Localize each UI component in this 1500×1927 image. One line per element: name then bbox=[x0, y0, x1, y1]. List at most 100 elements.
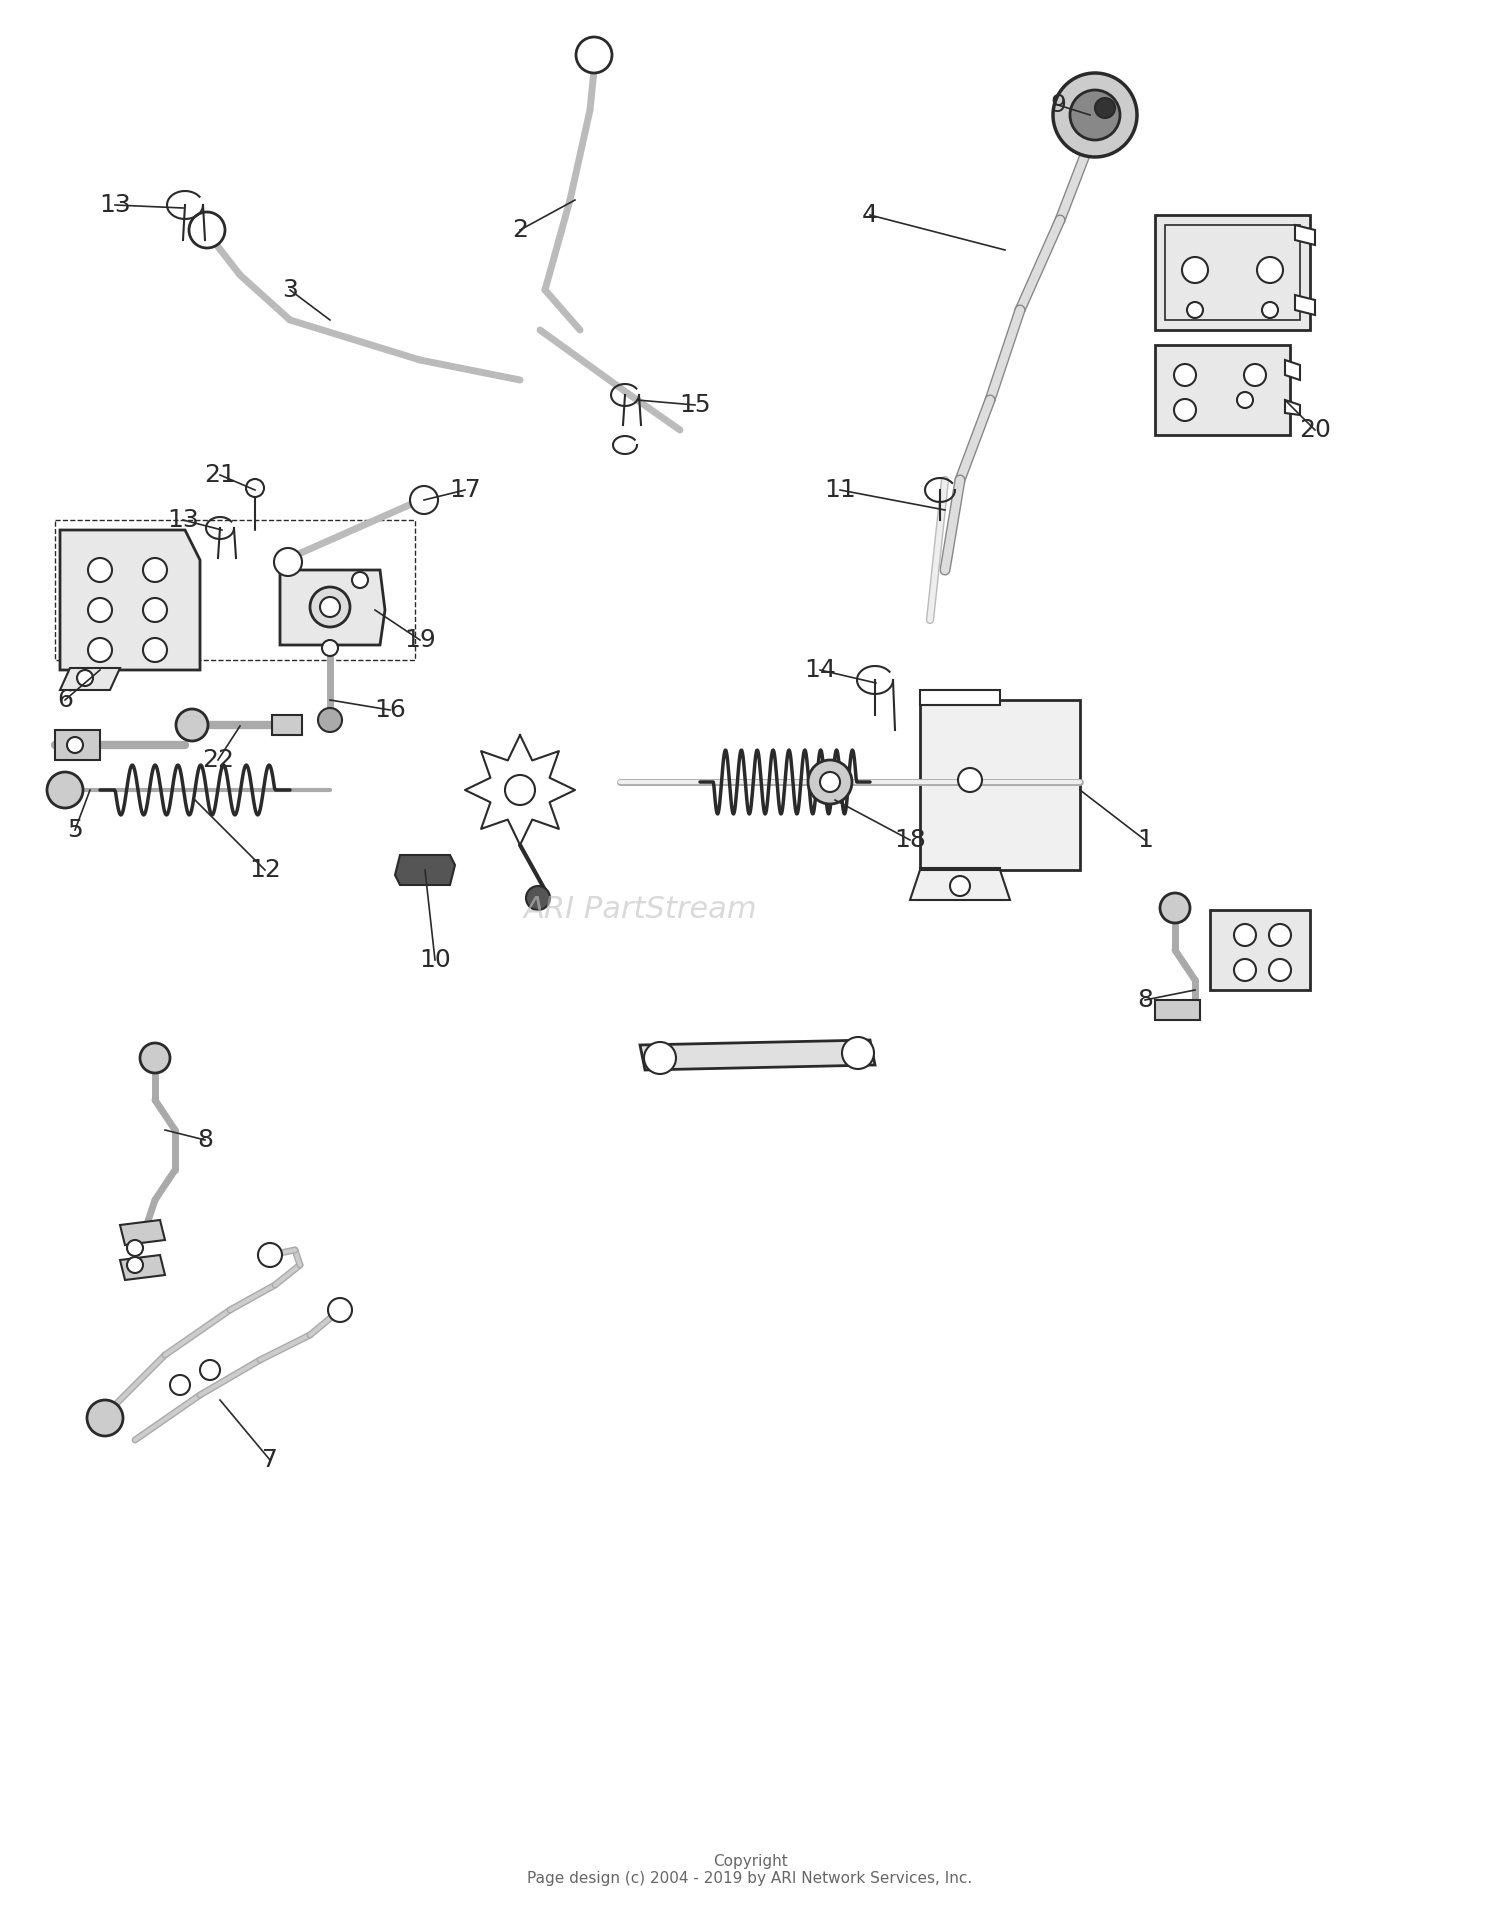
Circle shape bbox=[1269, 925, 1292, 946]
Bar bbox=[1155, 345, 1290, 436]
Text: 22: 22 bbox=[202, 748, 234, 773]
Circle shape bbox=[950, 877, 970, 896]
Polygon shape bbox=[910, 869, 1010, 900]
Text: 8: 8 bbox=[1137, 989, 1154, 1012]
Text: 11: 11 bbox=[824, 478, 856, 503]
Circle shape bbox=[176, 709, 208, 742]
Polygon shape bbox=[60, 530, 200, 671]
Circle shape bbox=[1053, 73, 1137, 156]
Bar bbox=[272, 715, 302, 734]
Polygon shape bbox=[394, 856, 454, 884]
Circle shape bbox=[1160, 892, 1190, 923]
Polygon shape bbox=[1294, 295, 1316, 314]
Polygon shape bbox=[920, 690, 1001, 705]
Bar bbox=[1155, 216, 1310, 330]
Text: Copyright
Page design (c) 2004 - 2019 by ARI Network Services, Inc.: Copyright Page design (c) 2004 - 2019 by… bbox=[528, 1854, 972, 1887]
Text: 2: 2 bbox=[512, 218, 528, 243]
Circle shape bbox=[320, 597, 340, 617]
Circle shape bbox=[644, 1043, 676, 1073]
Circle shape bbox=[200, 1360, 220, 1380]
Polygon shape bbox=[1286, 360, 1300, 380]
Circle shape bbox=[1234, 925, 1256, 946]
Polygon shape bbox=[1286, 401, 1300, 414]
Circle shape bbox=[46, 773, 82, 807]
Circle shape bbox=[318, 707, 342, 732]
Text: 21: 21 bbox=[204, 462, 236, 488]
Circle shape bbox=[189, 212, 225, 249]
Circle shape bbox=[88, 597, 112, 622]
Circle shape bbox=[410, 486, 438, 515]
Polygon shape bbox=[280, 570, 386, 646]
Circle shape bbox=[1186, 303, 1203, 318]
Polygon shape bbox=[120, 1254, 165, 1280]
Circle shape bbox=[1262, 303, 1278, 318]
Circle shape bbox=[958, 769, 982, 792]
Text: 13: 13 bbox=[99, 193, 130, 218]
Circle shape bbox=[506, 775, 536, 805]
Text: 4: 4 bbox=[862, 202, 877, 227]
Circle shape bbox=[1070, 91, 1120, 141]
Circle shape bbox=[76, 671, 93, 686]
Circle shape bbox=[1174, 364, 1196, 385]
Circle shape bbox=[87, 1401, 123, 1436]
Circle shape bbox=[128, 1256, 142, 1274]
Polygon shape bbox=[120, 1220, 165, 1245]
Text: 8: 8 bbox=[196, 1127, 213, 1152]
Circle shape bbox=[1095, 98, 1114, 118]
Text: 15: 15 bbox=[680, 393, 711, 416]
Text: 18: 18 bbox=[894, 829, 926, 852]
Text: 10: 10 bbox=[419, 948, 452, 971]
Text: 16: 16 bbox=[374, 698, 406, 723]
Circle shape bbox=[328, 1299, 352, 1322]
Circle shape bbox=[842, 1037, 874, 1069]
Bar bbox=[1210, 910, 1310, 990]
Circle shape bbox=[68, 736, 82, 753]
Text: 6: 6 bbox=[57, 688, 74, 711]
Circle shape bbox=[142, 559, 166, 582]
Circle shape bbox=[352, 572, 368, 588]
Circle shape bbox=[576, 37, 612, 73]
Polygon shape bbox=[640, 1041, 874, 1069]
Circle shape bbox=[526, 886, 550, 910]
Text: 17: 17 bbox=[448, 478, 482, 503]
Circle shape bbox=[88, 638, 112, 663]
Circle shape bbox=[322, 640, 338, 655]
Circle shape bbox=[821, 773, 840, 792]
Circle shape bbox=[1244, 364, 1266, 385]
Circle shape bbox=[1174, 399, 1196, 420]
Polygon shape bbox=[1294, 225, 1316, 245]
Circle shape bbox=[140, 1043, 170, 1073]
Polygon shape bbox=[56, 730, 100, 759]
Circle shape bbox=[310, 588, 350, 626]
Text: 7: 7 bbox=[262, 1447, 278, 1472]
Polygon shape bbox=[60, 669, 120, 690]
Circle shape bbox=[1257, 256, 1282, 283]
Circle shape bbox=[246, 480, 264, 497]
Text: 9: 9 bbox=[1050, 92, 1066, 118]
Text: 19: 19 bbox=[404, 628, 436, 651]
Text: 13: 13 bbox=[166, 509, 200, 532]
Circle shape bbox=[1238, 391, 1252, 409]
Text: ARI PartStream: ARI PartStream bbox=[524, 896, 758, 925]
Circle shape bbox=[258, 1243, 282, 1266]
Circle shape bbox=[1269, 960, 1292, 981]
Text: 1: 1 bbox=[1137, 829, 1154, 852]
Circle shape bbox=[1182, 256, 1208, 283]
Bar bbox=[1166, 225, 1300, 320]
Circle shape bbox=[808, 759, 852, 804]
Circle shape bbox=[170, 1376, 190, 1395]
Polygon shape bbox=[1155, 1000, 1200, 1019]
Text: 20: 20 bbox=[1299, 418, 1330, 441]
Text: 5: 5 bbox=[68, 817, 82, 842]
Circle shape bbox=[128, 1239, 142, 1256]
Circle shape bbox=[142, 597, 166, 622]
Text: 3: 3 bbox=[282, 277, 298, 303]
Circle shape bbox=[1234, 960, 1256, 981]
Polygon shape bbox=[920, 867, 1001, 884]
Polygon shape bbox=[920, 700, 1080, 869]
Circle shape bbox=[274, 547, 302, 576]
Text: 12: 12 bbox=[249, 858, 280, 883]
Circle shape bbox=[88, 559, 112, 582]
Text: 14: 14 bbox=[804, 657, 836, 682]
Circle shape bbox=[142, 638, 166, 663]
